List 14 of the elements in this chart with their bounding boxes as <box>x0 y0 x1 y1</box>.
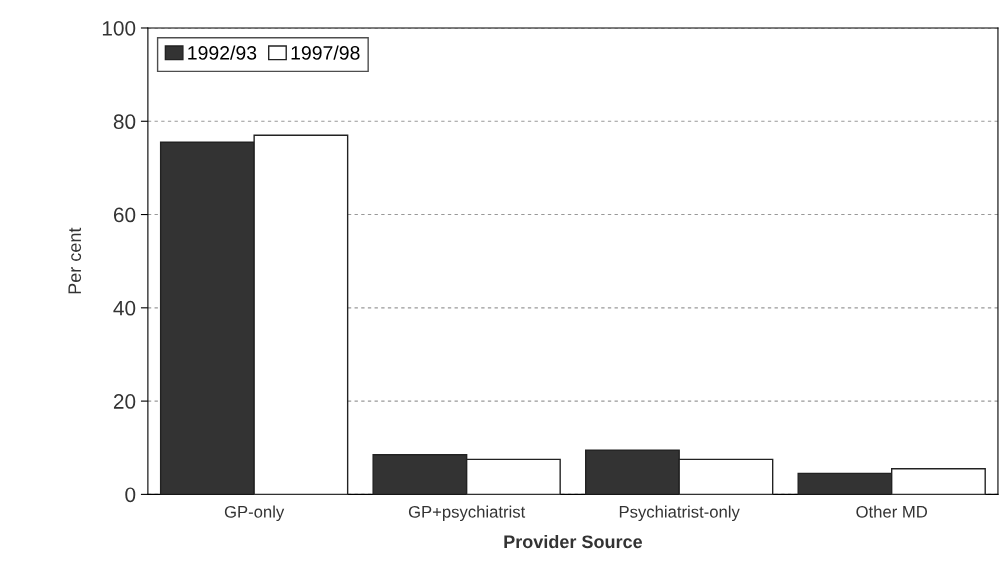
y-tick-label: 100 <box>102 20 136 36</box>
x-tick-label: GP-only <box>224 505 285 522</box>
y-tick-label: 80 <box>113 114 136 130</box>
y-axis-title: Per cent <box>68 227 82 294</box>
legend-label: 1997/98 <box>291 45 360 60</box>
x-tick-label: Other MD <box>856 505 928 518</box>
x-axis-title: Provider Source <box>504 534 643 549</box>
x-tick-label: Psychiatrist-only <box>619 505 740 522</box>
y-tick-label: 0 <box>125 487 136 503</box>
x-tick-label: GP+psychiatrist <box>408 505 526 522</box>
legend-label: 1992/93 <box>188 45 257 60</box>
y-tick-label: 20 <box>113 394 136 409</box>
y-tick-label: 40 <box>113 300 136 316</box>
y-tick-label: 60 <box>113 207 136 223</box>
